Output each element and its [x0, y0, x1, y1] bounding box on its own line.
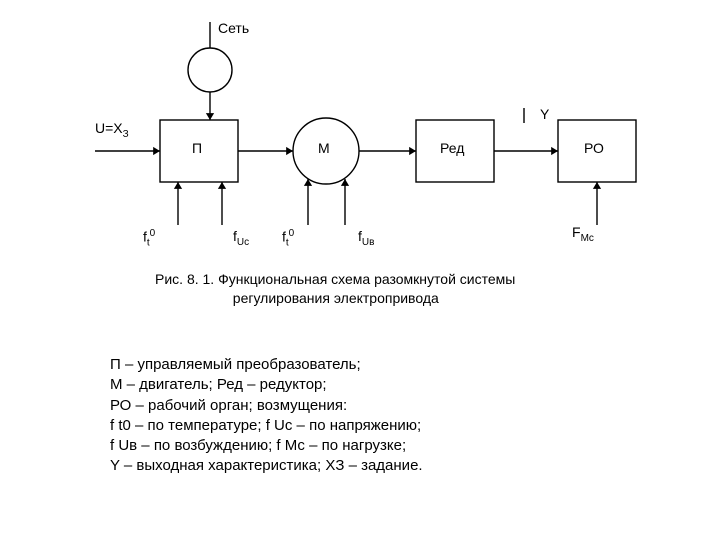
legend-block: П – управляемый преобразователь;М – двиг…	[110, 355, 423, 477]
label-RO: РО	[584, 140, 604, 156]
label-M: М	[318, 140, 330, 156]
label-P: П	[192, 140, 202, 156]
label-ft0-1: ft0	[143, 228, 155, 248]
label-set: Сеть	[218, 20, 249, 36]
figure-caption: Рис. 8. 1. Функциональная схема разомкну…	[155, 270, 515, 308]
label-Red: Ред	[440, 140, 464, 156]
label-ft0-2: ft0	[282, 228, 294, 248]
label-fUv: fUв	[358, 228, 374, 248]
label-Fmc: FMc	[572, 224, 594, 244]
label-U: U=XЗ	[95, 120, 129, 140]
label-Y: Y	[540, 106, 549, 122]
label-fUc: fUc	[233, 228, 249, 248]
